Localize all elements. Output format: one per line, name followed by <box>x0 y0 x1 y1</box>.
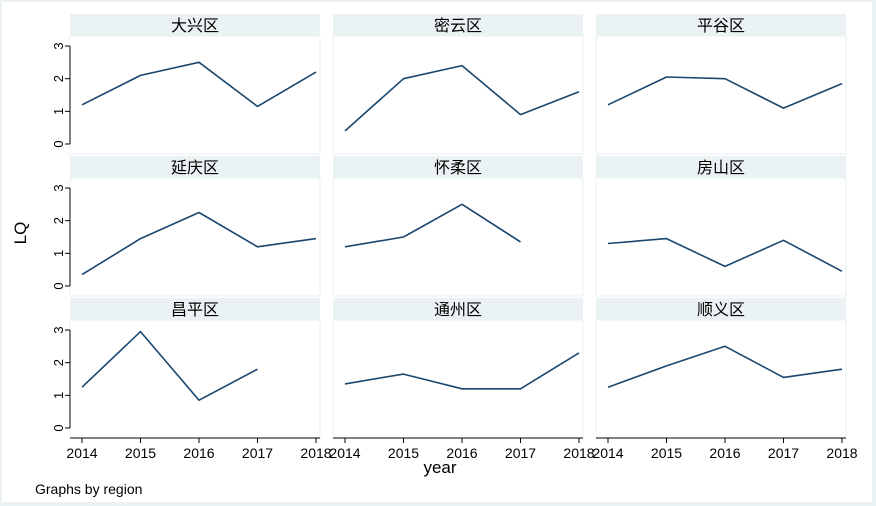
panel-title: 昌平区 <box>171 300 219 319</box>
y-tick-label: 1 <box>51 392 66 399</box>
panel-header <box>333 298 583 320</box>
y-tick-label: 0 <box>51 140 66 147</box>
series-line <box>81 211 317 276</box>
graphs-by-note: Graphs by region <box>35 481 143 497</box>
x-tick-label: 2014 <box>592 445 623 461</box>
series-line <box>344 352 580 390</box>
panel-9: 顺义区 2014 2015 2016 2017 2018 <box>592 298 858 461</box>
x-tick-label: 2017 <box>505 445 536 461</box>
y-tick-label: 2 <box>51 217 66 224</box>
series-line <box>607 76 843 109</box>
plot-area <box>69 319 321 439</box>
plot-area <box>332 35 584 155</box>
y-tick-label: 3 <box>51 326 66 333</box>
panel-title: 延庆区 <box>171 158 219 177</box>
y-tick-label: 1 <box>51 250 66 257</box>
panel-title: 怀柔区 <box>434 158 482 177</box>
panel-5: 怀柔区 <box>332 156 584 297</box>
x-tick-label: 2015 <box>125 445 156 461</box>
panel-header <box>596 156 846 178</box>
series-line <box>81 330 258 401</box>
panel-4: 延庆区 0 1 2 3 <box>51 156 321 297</box>
x-tick-label: 2016 <box>709 445 740 461</box>
panel-title: 大兴区 <box>171 16 219 35</box>
plot-area <box>595 177 847 297</box>
x-tick-label: 2015 <box>651 445 682 461</box>
x-axis-label: year <box>423 458 456 477</box>
plot-area <box>69 177 321 297</box>
panel-8: 通州区 2014 2015 2016 2017 2018 <box>329 298 595 461</box>
x-tick-label: 2017 <box>768 445 799 461</box>
panel-title: 平谷区 <box>697 16 745 35</box>
panel-title: 密云区 <box>434 16 482 35</box>
x-tick-label: 2015 <box>388 445 419 461</box>
plot-area <box>69 35 321 155</box>
panel-1: 大兴区 0 1 2 3 <box>51 14 321 155</box>
plot-area <box>332 177 584 297</box>
y-axis-label: LQ <box>11 222 30 245</box>
panel-title: 房山区 <box>697 158 745 177</box>
panel-7: 昌平区 0 1 2 3 2014 2015 2016 2017 2018 <box>51 298 332 461</box>
panel-title: 顺义区 <box>697 300 745 319</box>
y-tick-label: 2 <box>51 75 66 82</box>
panel-header <box>70 156 320 178</box>
x-tick-label: 2018 <box>300 445 331 461</box>
y-tick-label: 3 <box>51 184 66 191</box>
panel-3: 平谷区 <box>595 14 847 155</box>
panel-2: 密云区 <box>332 14 584 155</box>
panel-header <box>70 14 320 36</box>
x-tick-label: 2018 <box>563 445 594 461</box>
series-line <box>607 237 843 273</box>
x-tick-label: 2016 <box>183 445 214 461</box>
y-tick-label: 0 <box>51 282 66 289</box>
plot-area <box>595 319 847 439</box>
y-tick-label: 0 <box>51 424 66 431</box>
y-tick-label: 1 <box>51 108 66 115</box>
plot-area <box>595 35 847 155</box>
panel-6: 房山区 <box>595 156 847 297</box>
series-line <box>81 61 317 108</box>
panel-header <box>333 14 583 36</box>
x-tick-label: 2016 <box>446 445 477 461</box>
series-line <box>607 345 843 388</box>
x-tick-label: 2018 <box>826 445 857 461</box>
y-tick-label: 2 <box>51 359 66 366</box>
y-tick-label: 3 <box>51 42 66 49</box>
x-tick-label: 2014 <box>66 445 97 461</box>
panel-title: 通州区 <box>434 300 482 319</box>
series-line <box>344 64 580 132</box>
x-tick-label: 2017 <box>242 445 273 461</box>
panel-header <box>70 298 320 320</box>
series-line <box>344 203 521 248</box>
panel-header <box>333 156 583 178</box>
x-tick-label: 2014 <box>329 445 360 461</box>
panel-header <box>596 14 846 36</box>
panel-header <box>596 298 846 320</box>
